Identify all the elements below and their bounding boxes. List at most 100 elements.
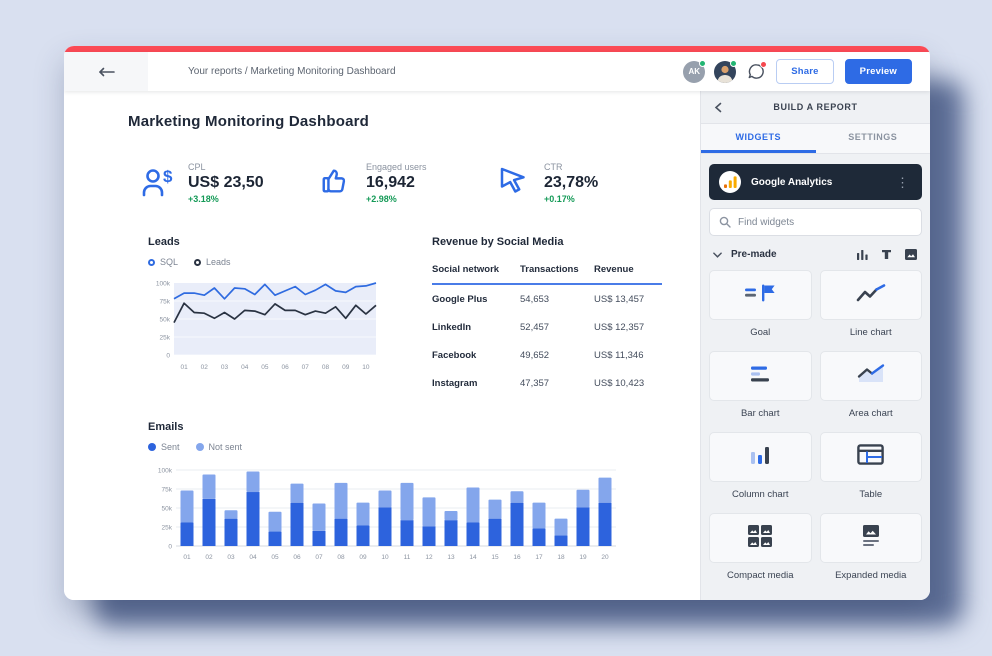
stats-icon[interactable] bbox=[857, 249, 868, 260]
chevron-down-icon[interactable] bbox=[713, 251, 722, 258]
revenue-table-title: Revenue by Social Media bbox=[432, 236, 564, 248]
table-body: Google Plus 54,653 US$ 13,457 LinkedIn 52,45… bbox=[432, 285, 662, 397]
legend-swatch bbox=[195, 443, 204, 451]
widget-bar-chart[interactable]: Bar chart bbox=[709, 351, 812, 419]
widget-label: Compact media bbox=[726, 570, 794, 581]
legend-item-not-sent[interactable]: Not sent bbox=[195, 442, 242, 452]
builder-sidebar: BUILD A REPORT WIDGETS SETTINGS Google A… bbox=[700, 91, 930, 600]
sidebar-title: BUILD A REPORT bbox=[773, 102, 858, 112]
preview-button[interactable]: Preview bbox=[844, 59, 912, 84]
kpi-value: US$ 23,50 bbox=[188, 174, 264, 191]
widget-label: Expanded media bbox=[835, 570, 907, 581]
cell-revenue: US$ 12,357 bbox=[594, 321, 645, 333]
legend-item-sql[interactable]: SQL bbox=[148, 257, 178, 267]
widget-label: Area chart bbox=[848, 408, 893, 419]
sidebar-back-button[interactable] bbox=[714, 91, 722, 123]
kpi-value: 16,942 bbox=[366, 174, 415, 191]
premade-section-header: Pre-made bbox=[709, 249, 922, 260]
compact-media-icon bbox=[747, 524, 773, 553]
cell-transactions: 47,357 bbox=[520, 377, 550, 389]
search-icon bbox=[719, 216, 731, 228]
avatar-photo[interactable] bbox=[714, 59, 738, 83]
kpi-delta: +0.17% bbox=[544, 194, 575, 204]
cell-social-network: Facebook bbox=[432, 349, 477, 361]
table-row: Google Plus 54,653 US$ 13,457 bbox=[432, 285, 662, 313]
svg-text:07: 07 bbox=[302, 364, 310, 371]
legend-label: Leads bbox=[206, 257, 231, 267]
text-icon[interactable] bbox=[881, 249, 892, 260]
widget-table[interactable]: Table bbox=[819, 432, 922, 500]
back-button[interactable] bbox=[64, 52, 148, 91]
emails-chart-widget[interactable]: Emails Sent Not sent 100k 75k 50k 25k 0 01 02 03… bbox=[148, 421, 638, 570]
person-dollar-icon: $ bbox=[142, 166, 176, 203]
kpi-cpl[interactable]: $ CPL US$ 23,50 +3.18% bbox=[142, 162, 320, 204]
topbar-actions: AK Share bbox=[683, 59, 930, 84]
share-button[interactable]: Share bbox=[776, 59, 834, 84]
svg-text:25k: 25k bbox=[162, 524, 173, 531]
widget-compact-media[interactable]: Compact media bbox=[709, 513, 812, 581]
svg-text:12: 12 bbox=[425, 554, 433, 561]
widget-card bbox=[819, 270, 922, 320]
cell-revenue: US$ 11,346 bbox=[594, 349, 644, 361]
leads-legend: SQL Leads bbox=[148, 257, 400, 267]
google-analytics-logo bbox=[719, 171, 741, 193]
revenue-table-widget[interactable]: Revenue by Social Media Social network T… bbox=[432, 236, 662, 397]
kpi-text: Engaged users 16,942 +2.98% bbox=[366, 162, 427, 204]
chat-button[interactable] bbox=[745, 60, 768, 83]
svg-text:06: 06 bbox=[281, 364, 289, 371]
kpi-label: CPL bbox=[188, 162, 206, 172]
svg-text:$: $ bbox=[163, 167, 173, 186]
media-icon[interactable] bbox=[905, 249, 917, 260]
cursor-icon bbox=[498, 166, 532, 201]
svg-text:03: 03 bbox=[221, 364, 229, 371]
table-header-row: Social network Transactions Revenue bbox=[432, 264, 662, 285]
cell-transactions: 52,457 bbox=[520, 321, 550, 333]
widget-goal[interactable]: Goal bbox=[709, 270, 812, 338]
online-status-dot bbox=[699, 59, 707, 67]
widget-grid: Goal Line chart Bar chart Area chart Column … bbox=[709, 270, 922, 581]
breadcrumb[interactable]: Your reports / Marketing Monitoring Dash… bbox=[188, 66, 396, 77]
widget-search[interactable] bbox=[709, 208, 922, 236]
widget-label: Bar chart bbox=[740, 408, 780, 419]
widget-expanded-media[interactable]: Expanded media bbox=[819, 513, 922, 581]
svg-text:01: 01 bbox=[180, 364, 188, 371]
widget-label: Column chart bbox=[732, 489, 789, 500]
widget-label: Line chart bbox=[849, 327, 892, 338]
legend-label: Sent bbox=[161, 442, 180, 452]
svg-text:75k: 75k bbox=[162, 486, 173, 493]
widget-column-chart[interactable]: Column chart bbox=[709, 432, 812, 500]
legend-item-sent[interactable]: Sent bbox=[148, 442, 180, 452]
widget-area-chart[interactable]: Area chart bbox=[819, 351, 922, 419]
svg-text:14: 14 bbox=[469, 554, 477, 561]
column-chart-icon bbox=[749, 444, 771, 471]
svg-text:07: 07 bbox=[315, 554, 323, 561]
svg-text:0: 0 bbox=[166, 352, 170, 359]
legend-swatch bbox=[194, 258, 202, 266]
svg-text:15: 15 bbox=[491, 554, 499, 561]
cell-revenue: US$ 10,423 bbox=[594, 377, 645, 389]
svg-text:06: 06 bbox=[293, 554, 301, 561]
report-canvas: Marketing Monitoring Dashboard $ CPL US$ 2… bbox=[64, 91, 700, 600]
leads-chart-widget[interactable]: Leads SQL Leads 100k 75k 50k 25k 0 01 02 03 04 05 0… bbox=[148, 236, 400, 397]
widget-card bbox=[709, 432, 812, 482]
svg-text:09: 09 bbox=[359, 554, 367, 561]
widget-line-chart[interactable]: Line chart bbox=[819, 270, 922, 338]
svg-text:01: 01 bbox=[183, 554, 191, 561]
col-header-revenue: Revenue bbox=[594, 264, 634, 275]
page-title: Marketing Monitoring Dashboard bbox=[128, 113, 370, 130]
svg-text:17: 17 bbox=[535, 554, 543, 561]
svg-text:25k: 25k bbox=[160, 334, 171, 341]
data-source-card[interactable]: Google Analytics ⋮ bbox=[709, 164, 922, 200]
table-icon bbox=[857, 444, 885, 470]
tab-widgets[interactable]: WIDGETS bbox=[701, 124, 816, 153]
legend-item-leads[interactable]: Leads bbox=[194, 257, 231, 267]
search-input[interactable] bbox=[738, 216, 912, 228]
premade-section-label: Pre-made bbox=[731, 249, 777, 260]
kpi-engaged-users[interactable]: Engaged users 16,942 +2.98% bbox=[320, 162, 498, 204]
data-source-name: Google Analytics bbox=[751, 176, 833, 188]
avatar-initials[interactable]: AK bbox=[683, 59, 707, 83]
kpi-ctr[interactable]: CTR 23,78% +0.17% bbox=[498, 162, 676, 204]
cell-transactions: 49,652 bbox=[520, 349, 550, 361]
kebab-menu-icon[interactable]: ⋮ bbox=[896, 174, 909, 190]
tab-settings[interactable]: SETTINGS bbox=[848, 132, 898, 142]
